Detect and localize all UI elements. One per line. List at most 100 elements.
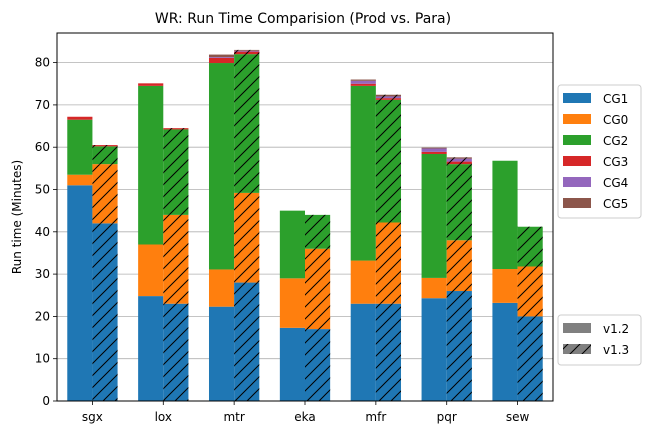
bar-hatch-mfr-CG4	[375, 96, 402, 99]
bar-segment-mfr-v1.2-CG2	[350, 85, 376, 261]
bar-hatch-eka-CG1	[305, 329, 331, 401]
bar-hatch-sgx-CG2	[92, 146, 118, 165]
bar-segment-mfr-v1.2-CG0	[350, 260, 376, 304]
bar-segment-mfr-v1.2-CG3	[350, 83, 376, 86]
y-tick-label: 30	[35, 267, 50, 281]
bar-segment-sew-v1.2-CG1	[492, 302, 518, 401]
x-axis-ticks: sgx lox mtr eka mfr pqr sew	[82, 401, 530, 424]
bar-hatch-sgx-CG0	[92, 164, 118, 224]
bar-hatch-mtr-CG4	[234, 50, 260, 52]
legend-swatch-v1.2	[563, 323, 591, 333]
bar-segment-mfr-v1.2-CG1	[350, 303, 376, 401]
bar-hatch-sew-CG0	[517, 266, 543, 317]
bar-hatch-mfr-CG1	[375, 303, 402, 401]
bar-segment-mfr-v1.2-CG4	[350, 80, 376, 84]
legend-label-CG2: CG2	[603, 134, 628, 148]
x-tick-label-mtr: mtr	[223, 410, 244, 424]
legend-label-CG1: CG1	[603, 92, 628, 106]
bar-hatch-sgx-CG3	[92, 145, 118, 147]
bar-segment-eka-v1.2-CG1	[279, 327, 305, 401]
y-axis-label: Run time (Minutes)	[10, 160, 24, 274]
legend-hatch-v1.3	[563, 344, 591, 354]
bar-segment-pqr-v1.2-CG2	[421, 153, 447, 278]
bars-group	[67, 49, 543, 401]
bar-segment-mtr-v1.2-CG3	[208, 57, 235, 64]
bar-hatch-eka-CG0	[305, 248, 331, 330]
bar-hatch-lox-CG1	[163, 303, 189, 401]
bar-segment-eka-v1.2-CG0	[279, 278, 305, 328]
bar-segment-mtr-v1.2-CG4	[208, 57, 235, 58]
bar-hatch-mfr-CG2	[375, 99, 402, 223]
bar-hatch-sew-CG2	[517, 226, 543, 267]
x-tick-label-sew: sew	[506, 410, 530, 424]
x-tick-label-sgx: sgx	[82, 410, 103, 424]
bar-segment-mtr-v1.2-CG1	[208, 306, 235, 401]
x-tick-label-mfr: mfr	[365, 410, 386, 424]
legend-label-CG4: CG4	[603, 176, 628, 190]
legend-label-CG5: CG5	[603, 197, 628, 211]
bar-segment-sgx-v1.2-CG1	[67, 185, 93, 401]
legend-swatch-CG3	[563, 156, 591, 166]
bar-hatch-sew-CG1	[517, 316, 543, 401]
bar-segment-pqr-v1.2-CG0	[421, 277, 447, 299]
bar-segment-lox-v1.2-CG2	[138, 85, 164, 245]
x-tick-label-lox: lox	[155, 410, 172, 424]
legend-label-CG0: CG0	[603, 113, 628, 127]
bar-segment-sgx-v1.2-CG3	[67, 116, 93, 120]
bar-segment-lox-v1.2-CG0	[138, 244, 164, 297]
bar-hatch-mfr-CG3	[375, 98, 402, 100]
y-tick-label: 10	[35, 352, 50, 366]
bar-hatch-mfr-CG0	[375, 222, 402, 304]
y-axis-ticks: 0 10 20 30 40 50 60 70 80	[35, 56, 57, 408]
bar-segment-mtr-v1.2-CG0	[208, 269, 235, 307]
bar-segment-sew-v1.2-CG0	[492, 269, 518, 303]
y-tick-label: 0	[42, 394, 50, 408]
legend-swatch-CG0	[563, 114, 591, 124]
legend-label-v1.3: v1.3	[603, 343, 629, 357]
bar-hatch-mtr-CG2	[234, 54, 260, 193]
y-tick-label: 40	[35, 225, 50, 239]
bar-segment-lox-v1.2-CG1	[138, 296, 164, 401]
bar-hatch-sgx-CG1	[92, 223, 118, 401]
bar-segment-mfr-v1.2-CG5	[350, 79, 376, 81]
bar-segment-mtr-v1.2-CG5	[208, 54, 235, 58]
legend-swatch-CG5	[563, 198, 591, 208]
bar-segment-lox-v1.2-CG3	[138, 83, 164, 86]
bar-segment-pqr-v1.2-CG4	[421, 148, 447, 152]
bar-hatch-mtr-CG1	[234, 282, 260, 401]
bar-hatch-pqr-CG1	[446, 291, 472, 401]
bar-hatch-lox-CG0	[163, 214, 189, 304]
legend-label-v1.2: v1.2	[603, 322, 629, 336]
y-tick-label: 20	[35, 309, 50, 323]
bar-hatch-pqr-CG3	[446, 161, 472, 165]
bar-hatch-mtr-CG0	[234, 192, 260, 283]
y-tick-label: 80	[35, 56, 50, 70]
y-tick-label: 60	[35, 140, 50, 154]
bar-hatch-pqr-CG5	[446, 157, 472, 159]
y-tick-label: 50	[35, 183, 50, 197]
bar-segment-eka-v1.2-CG2	[279, 210, 305, 279]
bar-hatch-pqr-CG4	[446, 158, 472, 162]
y-tick-label: 70	[35, 98, 50, 112]
x-tick-label-pqr: pqr	[437, 410, 457, 424]
legend-swatch-CG2	[563, 135, 591, 145]
legend-swatch-CG1	[563, 93, 591, 103]
legend-label-CG3: CG3	[603, 155, 628, 169]
bar-hatch-lox-CG2	[163, 129, 189, 215]
bar-hatch-mtr-CG3	[234, 51, 260, 55]
x-tick-label-eka: eka	[294, 410, 315, 424]
legend-versions: v1.2 v1.3	[557, 314, 642, 366]
bar-segment-pqr-v1.2-CG3	[421, 151, 447, 154]
bar-hatch-mfr-CG5	[375, 94, 402, 97]
bar-segment-mtr-v1.2-CG2	[208, 63, 235, 270]
bar-segment-pqr-v1.2-CG5	[421, 147, 447, 149]
bar-hatch-mtr-CG5	[234, 49, 260, 51]
bar-hatch-eka-CG2	[305, 214, 331, 249]
bar-segment-sgx-v1.2-CG0	[67, 174, 93, 186]
bar-hatch-pqr-CG2	[446, 164, 472, 241]
bar-segment-pqr-v1.2-CG1	[421, 298, 447, 401]
bar-segment-sgx-v1.2-CG2	[67, 119, 93, 175]
bar-hatch-pqr-CG0	[446, 240, 472, 292]
chart-title: WR: Run Time Comparision (Prod vs. Para)	[155, 11, 451, 27]
